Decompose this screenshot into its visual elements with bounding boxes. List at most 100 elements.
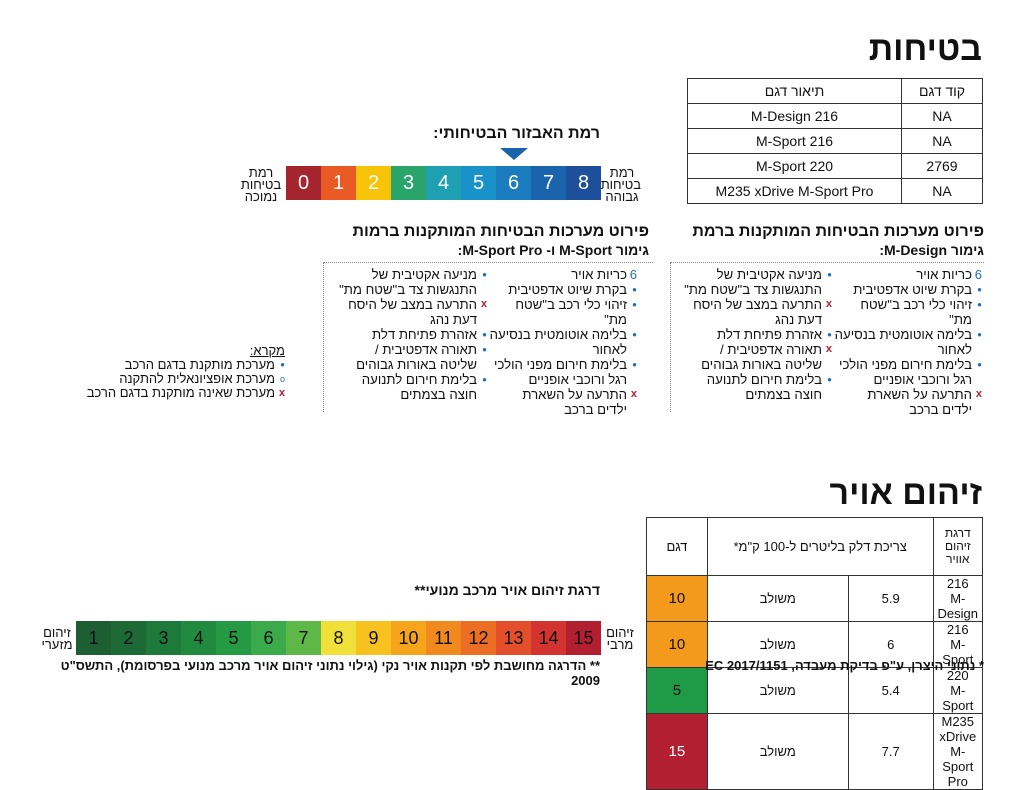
feature-item: אזהרת פתיחת דלת xyxy=(682,327,832,342)
installed-icon xyxy=(482,342,487,357)
feature-item: התרעה במצב של היסח דעת נהג xyxy=(682,297,832,327)
feature-text: אזהרת פתיחת דלת xyxy=(717,327,822,342)
divider xyxy=(323,262,324,412)
grade-cell: 15 xyxy=(646,713,708,790)
model-desc-cell: 216 M-Sport xyxy=(687,128,902,154)
legend: מקרא: ● מערכת מותקנת בדגם הרכב o מערכת אופצ… xyxy=(65,344,285,400)
model-cell: 216 M-Design xyxy=(932,575,984,622)
msport-features-left: מניעה אקטיבית של התנגשות צד ב"שטח מת"התר… xyxy=(337,267,487,402)
header-grade: דרגת זיהום אוויר xyxy=(932,517,984,576)
not-installed-icon xyxy=(976,387,982,402)
feature-text: מניעה אקטיבית של התנגשות צד ב"שטח מת" xyxy=(339,267,477,297)
installed-icon xyxy=(977,297,982,312)
not-installed-icon xyxy=(631,387,637,402)
model-code-table: קוד דגם תיאור דגם NA 216 M-Design NA 216 M… xyxy=(687,78,983,204)
model-code-cell: NA xyxy=(901,103,983,129)
feature-item: בלימה אוטומטית בנסיעה לאחור xyxy=(489,327,637,357)
pollution-min-label: זיהום מזערי xyxy=(41,625,73,652)
msport-title-line1: פירוט מערכות הבטיחות המותקנות ברמות xyxy=(352,223,649,240)
feature-item: זיהוי כלי רכב ב"שטח מת" xyxy=(489,297,637,327)
feature-text: בלימת חירום לתנועה חוצה בצמתים xyxy=(706,372,822,402)
grade-cell: 10 xyxy=(646,621,708,668)
pollution-scale-cell: 10 xyxy=(391,621,426,655)
feature-item: בקרת שיוט אדפטיבית xyxy=(834,282,982,297)
pollution-scale-cell: 7 xyxy=(286,621,321,655)
pollution-scale-cell: 8 xyxy=(321,621,356,655)
feature-text: התרעה על השארת ילדים ברכב xyxy=(867,387,972,417)
pollution-scale-cell: 6 xyxy=(251,621,286,655)
feature-text: בקרת שיוט אדפטיבית xyxy=(853,282,972,297)
safety-scale-cell: 7 xyxy=(531,166,566,200)
feature-item: תאורה אדפטיבית / שליטה באורות גבוהים xyxy=(337,342,487,372)
feature-item: בלימת חירום מפני הולכי רגל ורוכבי אופניי… xyxy=(489,357,637,387)
feature-item: אזהרת פתיחת דלת xyxy=(337,327,487,342)
legend-item: x מערכת שאינה מותקנת בדגם הרכב xyxy=(65,386,285,400)
not-installed-icon xyxy=(826,342,832,357)
fuel-cell: 5.9 xyxy=(847,575,934,622)
safety-high-label: רמת בטיחות גבוהה xyxy=(600,165,641,204)
divider xyxy=(323,262,653,263)
installed-icon xyxy=(977,357,982,372)
safety-scale-cell: 2 xyxy=(356,166,391,200)
pollution-scale: 1 2 3 4 5 6 7 8 9 10 11 12 13 14 15 xyxy=(76,621,601,655)
model-desc-cell: 216 M-Design xyxy=(687,103,902,129)
feature-text: בלימה אוטומטית בנסיעה לאחור xyxy=(834,327,972,357)
legend-item: ● מערכת מותקנת בדגם הרכב xyxy=(65,358,285,372)
pollution-table: דרגת זיהום אוויר צריכת דלק בליטרים ל-100… xyxy=(646,517,984,790)
model-code-cell: NA xyxy=(901,128,983,154)
mdesign-section-title: פירוט מערכות הבטיחות המותקנות ברמת גימור… xyxy=(674,222,984,260)
feature-text: בקרת שיוט אדפטיבית xyxy=(508,282,627,297)
installed-icon xyxy=(482,327,487,342)
feature-item: זיהוי כלי רכב ב"שטח מת" xyxy=(834,297,982,327)
table-row: M235 xDrive M-Sport Pro 7.7 משולב 15 xyxy=(646,713,984,790)
feature-item: בלימה אוטומטית בנסיעה לאחור xyxy=(834,327,982,357)
fuel-cell: 7.7 xyxy=(847,713,934,790)
msport-features-right: כריות אוירבקרת שיוט אדפטיביתזיהוי כלי רכ… xyxy=(489,267,637,417)
feature-text: בלימת חירום מפני הולכי רגל ורוכבי אופניי… xyxy=(839,357,972,387)
table-row: 220 M-Sport 5.4 משולב 5 xyxy=(646,667,984,714)
pollution-scale-cell: 12 xyxy=(461,621,496,655)
installed-icon xyxy=(827,372,832,387)
pollution-scale-cell: 4 xyxy=(181,621,216,655)
safety-low-label: רמת בטיחות נמוכה xyxy=(240,165,282,204)
divider xyxy=(670,262,671,412)
feature-text: זיהוי כלי רכב ב"שטח מת" xyxy=(515,297,627,327)
pollution-scale-title: דרגת זיהום אויר מרכב מנועי** xyxy=(414,582,600,598)
model-desc-cell: 220 M-Sport xyxy=(687,153,902,179)
feature-text: כריות אויר xyxy=(916,267,972,282)
feature-item: בקרת שיוט אדפטיבית xyxy=(489,282,637,297)
safety-scale-cell: 8 xyxy=(566,166,601,200)
safety-scale-cell: 0 xyxy=(286,166,321,200)
feature-item: התרעה על השארת ילדים ברכב xyxy=(834,387,982,417)
pollution-scale-cell: 2 xyxy=(111,621,146,655)
cycle-cell: משולב xyxy=(706,713,849,790)
pollution-scale-cell: 11 xyxy=(426,621,461,655)
feature-item: כריות אויר xyxy=(489,267,637,282)
legend-item: o מערכת אופציונאלית להתקנה xyxy=(65,372,285,386)
feature-text: התרעה במצב של היסח דעת נהג xyxy=(348,297,477,327)
mdesign-features-right: כריות אוירבקרת שיוט אדפטיביתזיהוי כלי רכ… xyxy=(834,267,982,417)
installed-icon xyxy=(632,327,637,342)
feature-text: בלימת חירום לתנועה חוצה בצמתים xyxy=(361,372,477,402)
feature-item: בלימת חירום מפני הולכי רגל ורוכבי אופניי… xyxy=(834,357,982,387)
installed-icon: ● xyxy=(280,360,285,369)
model-cell: 220 M-Sport xyxy=(932,667,984,714)
feature-item: מניעה אקטיבית של התנגשות צד ב"שטח מת" xyxy=(682,267,832,297)
mdesign-title-line1: פירוט מערכות הבטיחות המותקנות ברמת xyxy=(692,223,984,240)
feature-text: זיהוי כלי רכב ב"שטח מת" xyxy=(860,297,972,327)
legend-text: מערכת מותקנת בדגם הרכב xyxy=(124,357,275,372)
cycle-cell: משולב xyxy=(706,575,849,622)
feature-text: אזהרת פתיחת דלת xyxy=(372,327,477,342)
feature-item: התרעה על השארת ילדים ברכב xyxy=(489,387,637,417)
grade-cell: 5 xyxy=(646,667,708,714)
feature-text: מניעה אקטיבית של התנגשות צד ב"שטח מת" xyxy=(684,267,822,297)
installed-icon xyxy=(977,282,982,297)
pollution-scale-cell: 1 xyxy=(76,621,111,655)
header-model-code: קוד דגם xyxy=(901,78,983,104)
grade-cell: 10 xyxy=(646,575,708,622)
msport-title-line2: גימור M-Sport ו- M-Sport Pro: xyxy=(457,242,649,258)
feature-text: תאורה אדפטיבית / שליטה באורות גבוהים xyxy=(701,342,822,372)
pollution-title: זיהום אויר xyxy=(829,474,982,512)
feature-text: תאורה אדפטיבית / שליטה באורות גבוהים xyxy=(356,342,477,372)
safety-scale-cell: 6 xyxy=(496,166,531,200)
